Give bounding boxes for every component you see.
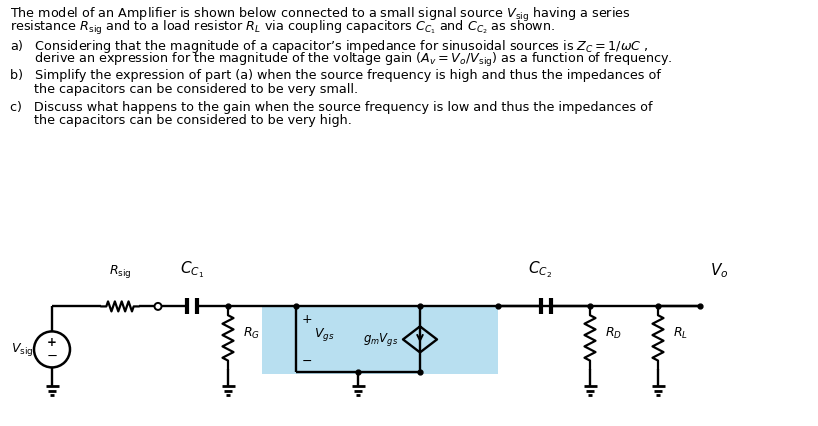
Text: +: + [47, 336, 57, 349]
Text: $R_{\mathrm{sig}}$: $R_{\mathrm{sig}}$ [109, 263, 131, 280]
Text: the capacitors can be considered to be very small.: the capacitors can be considered to be v… [10, 83, 358, 95]
Text: $V_{gs}$: $V_{gs}$ [314, 326, 335, 343]
Circle shape [155, 303, 161, 310]
Text: resistance $R_{\mathrm{sig}}$ and to a load resistor $R_L$ via coupling capacito: resistance $R_{\mathrm{sig}}$ and to a l… [10, 20, 555, 37]
Text: a)   Considering that the magnitude of a capacitor’s impedance for sinusoidal so: a) Considering that the magnitude of a c… [10, 37, 649, 55]
Text: $g_m V_{gs}$: $g_m V_{gs}$ [363, 331, 398, 348]
Text: $R_L$: $R_L$ [673, 326, 688, 342]
Text: $C_{C_2}$: $C_{C_2}$ [528, 260, 552, 280]
Text: the capacitors can be considered to be very high.: the capacitors can be considered to be v… [10, 114, 352, 127]
Text: $R_G$: $R_G$ [243, 326, 260, 342]
Text: $C_{C_1}$: $C_{C_1}$ [180, 260, 204, 280]
Text: −: − [302, 355, 312, 368]
Text: +: + [302, 313, 312, 326]
Text: c)   Discuss what happens to the gain when the source frequency is low and thus : c) Discuss what happens to the gain when… [10, 101, 652, 114]
FancyBboxPatch shape [262, 306, 498, 374]
Text: derive an expression for the magnitude of the voltage gain $(A_v=V_o/V_{\mathrm{: derive an expression for the magnitude o… [10, 51, 672, 69]
Text: $R_D$: $R_D$ [605, 326, 622, 342]
Text: −: − [47, 350, 57, 363]
Text: $V_o$: $V_o$ [710, 262, 729, 280]
Text: The model of an Amplifier is shown below connected to a small signal source $V_{: The model of an Amplifier is shown below… [10, 6, 631, 24]
Text: b)   Simplify the expression of part (a) when the source frequency is high and t: b) Simplify the expression of part (a) w… [10, 69, 661, 82]
Text: $V_{\mathrm{sig}}$: $V_{\mathrm{sig}}$ [11, 341, 34, 358]
